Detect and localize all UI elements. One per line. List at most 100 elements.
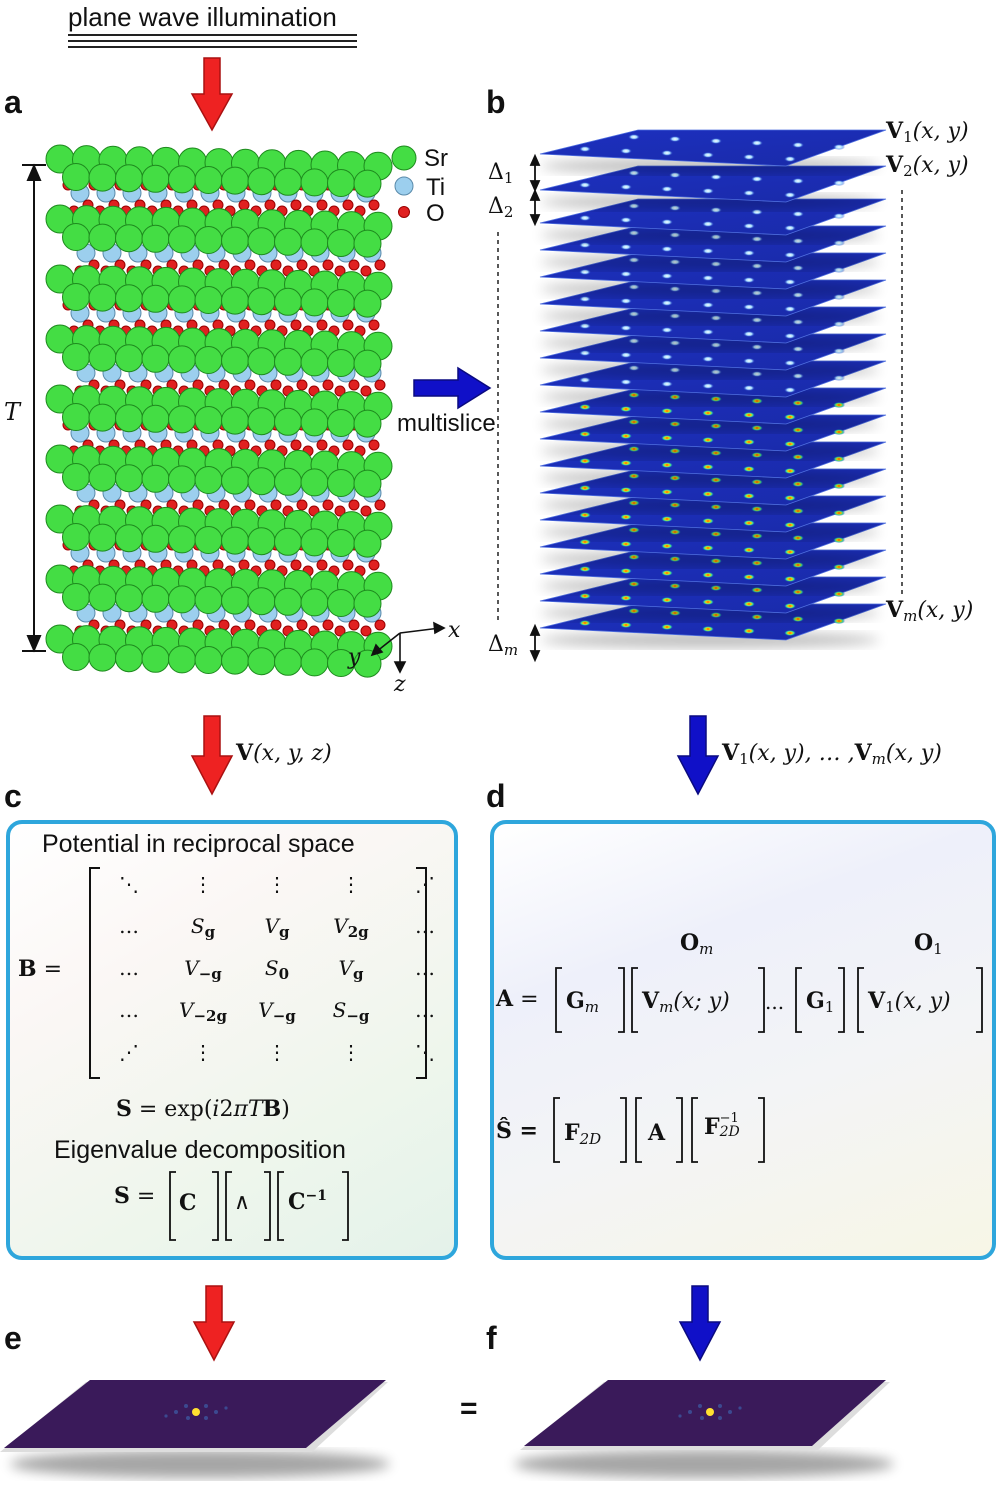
atom <box>62 463 90 491</box>
panel-label-d: d <box>486 778 506 814</box>
atom <box>270 379 282 391</box>
reciprocal-potential-title: Potential in reciprocal space <box>42 830 355 858</box>
propagator-o1-label: O1 <box>914 930 943 958</box>
atom <box>88 223 117 252</box>
atom <box>274 647 302 676</box>
atom <box>360 625 372 637</box>
atom <box>334 385 346 397</box>
atom <box>247 287 276 316</box>
atom <box>221 526 249 555</box>
atom <box>115 344 143 373</box>
atom <box>141 284 170 313</box>
diffraction-plane-e <box>0 1380 390 1478</box>
panel-label-e: e <box>4 1320 22 1356</box>
atom <box>264 439 276 451</box>
atom <box>322 619 334 631</box>
axis-label-x: x <box>448 618 461 643</box>
middle-arrows <box>190 715 720 796</box>
atom <box>62 163 90 191</box>
atom <box>274 287 302 316</box>
panel-ab-graphics <box>22 34 903 678</box>
atom <box>141 644 170 673</box>
atom <box>353 349 382 378</box>
panel-label-b: b <box>486 84 506 120</box>
atom <box>290 199 302 211</box>
s-eigen-lhs: S = <box>114 1183 156 1209</box>
s-exp-equation: S = exp(i2πTB) <box>116 1096 290 1122</box>
atom <box>353 289 382 318</box>
b-matrix-cell: … <box>119 998 139 1022</box>
b-matrix-cell: ⋮ <box>267 1040 287 1064</box>
atom <box>62 283 90 311</box>
atom <box>194 586 223 614</box>
atom <box>88 583 117 612</box>
atom <box>327 529 355 557</box>
atom <box>374 259 386 271</box>
atom <box>274 527 302 556</box>
atom <box>88 463 117 492</box>
atom <box>274 227 302 256</box>
srtio3-crystal <box>45 144 393 678</box>
atom <box>316 439 328 451</box>
slice-label-vm: Vm(x, y) <box>886 597 974 625</box>
vm-matrix: Vm(x; y) <box>642 988 730 1016</box>
atom <box>264 559 276 571</box>
eigen-decomp-title: Eigenvalue decomposition <box>54 1136 346 1164</box>
delta-m-label: Δm <box>488 632 519 659</box>
atom <box>327 169 355 197</box>
atom <box>360 505 372 517</box>
atom <box>62 583 90 611</box>
atom <box>300 408 329 437</box>
atom <box>88 163 117 192</box>
atom <box>322 499 334 511</box>
panel-label-c: c <box>4 778 22 814</box>
atom <box>327 589 355 617</box>
atom <box>270 619 282 631</box>
atom <box>247 407 276 436</box>
b-matrix-cell: V−g <box>184 956 222 983</box>
inverse-fourier-matrix: F −1 2D <box>704 1111 740 1140</box>
s-hat-lhs: Ŝ = <box>496 1118 538 1144</box>
atom <box>300 168 329 197</box>
atom <box>168 465 196 494</box>
atom <box>244 619 256 631</box>
thickness-label: T <box>4 398 21 426</box>
atom <box>274 167 302 196</box>
g1-matrix: G1 <box>806 988 835 1016</box>
delta-2-label: Δ2 <box>488 194 514 221</box>
b-matrix-cell: S−g <box>332 998 370 1025</box>
a-matrix: A <box>648 1120 666 1146</box>
legend-label-o: O <box>426 200 445 227</box>
atom <box>290 439 302 451</box>
atom <box>88 283 117 312</box>
atom <box>221 166 249 195</box>
b-matrix-brackets <box>89 867 427 1079</box>
atom <box>62 403 90 431</box>
b-matrix-cell: ⋮ <box>193 1040 213 1064</box>
atom <box>141 464 170 493</box>
atom <box>221 226 249 255</box>
multislice-box <box>490 820 996 1260</box>
atom <box>168 165 196 194</box>
atom <box>316 319 328 331</box>
potential-3d-label: V(x, y, z) <box>236 740 332 766</box>
legend-label-ti: Ti <box>426 174 446 201</box>
axis-label-z: z <box>394 672 406 697</box>
atom <box>115 224 143 253</box>
atom <box>247 347 276 376</box>
atom <box>244 259 256 271</box>
atom <box>334 505 346 517</box>
atom <box>141 584 170 613</box>
b-matrix-cell: ⋱ <box>415 1040 435 1064</box>
atom <box>115 284 143 313</box>
atom <box>322 259 334 271</box>
a-equation-brackets <box>555 967 983 1033</box>
diffraction-plane-f <box>514 1380 894 1478</box>
b-matrix-cell: … <box>415 998 435 1022</box>
atom <box>247 587 276 616</box>
slice-label-v2: V2(x, y) <box>886 152 969 180</box>
atom-legend <box>391 145 417 218</box>
atom <box>342 319 354 331</box>
slice-label-v1: V1(x, y) <box>886 118 969 146</box>
atom <box>115 584 143 613</box>
